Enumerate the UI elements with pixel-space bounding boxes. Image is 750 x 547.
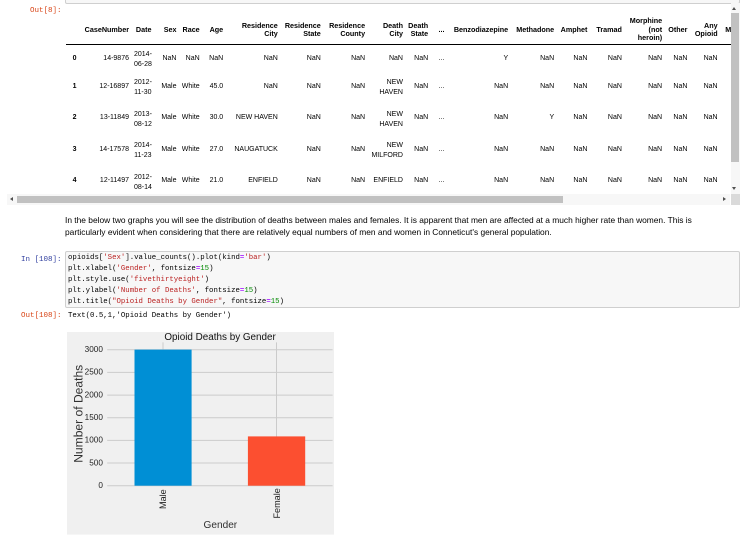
svg-text:Opioid Deaths by Gender: Opioid Deaths by Gender — [165, 333, 277, 344]
svg-text:3000: 3000 — [85, 345, 104, 354]
svg-text:Number of Deaths: Number of Deaths — [72, 365, 86, 463]
svg-text:2500: 2500 — [85, 368, 104, 377]
svg-text:1500: 1500 — [85, 413, 104, 422]
svg-text:Gender: Gender — [204, 520, 238, 531]
svg-text:Female: Female — [272, 489, 282, 519]
svg-text:2000: 2000 — [85, 391, 104, 400]
svg-text:500: 500 — [90, 459, 104, 468]
svg-text:1000: 1000 — [85, 436, 104, 445]
svg-text:Male: Male — [158, 490, 168, 510]
svg-text:0: 0 — [99, 481, 104, 490]
